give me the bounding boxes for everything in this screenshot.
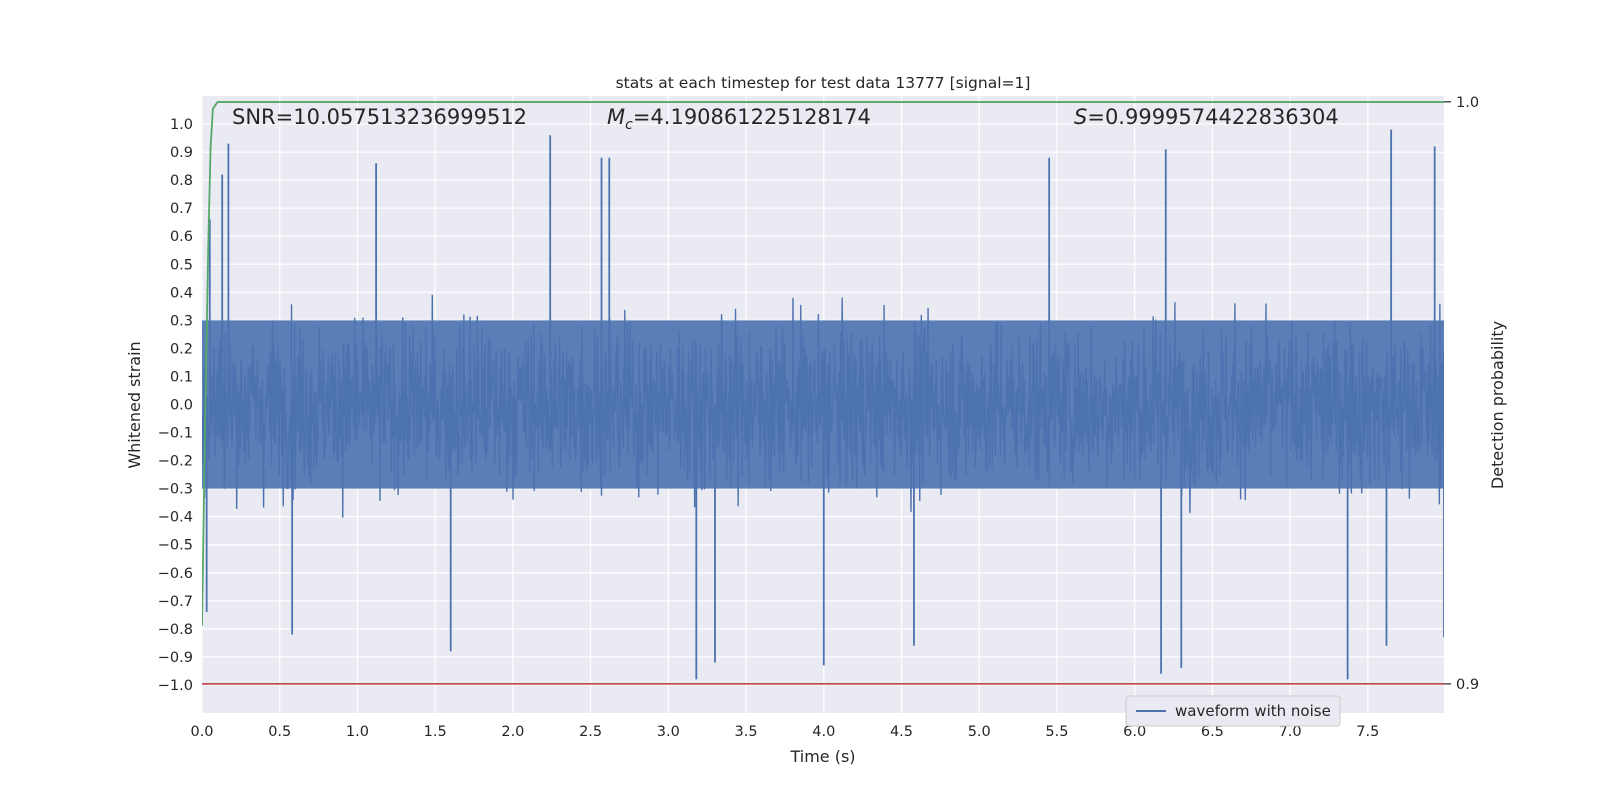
- legend: waveform with noise: [1125, 695, 1341, 727]
- y-tick-label: −0.2: [158, 454, 193, 470]
- y-tick-label: 0.7: [170, 201, 193, 217]
- x-tick-label: 0.5: [268, 724, 291, 740]
- x-axis-label: Time (s): [789, 747, 855, 766]
- y2-axis-ticks: 1.0 0.9: [1444, 95, 1479, 693]
- x-tick-label: 1.5: [424, 724, 447, 740]
- x-tick-label: 3.5: [735, 724, 758, 740]
- y-axis-ticks: 1.0 0.9 0.8 0.7 0.6 0.5 0.4 0.3 0.2 0.1 0.0 −0.1 −0.…: [158, 117, 193, 694]
- series-layer: [202, 101, 1444, 685]
- x-tick-label: 7.5: [1356, 724, 1379, 740]
- y2-axis-label: Detection probability: [1488, 321, 1507, 489]
- y-tick-label: −0.8: [158, 622, 193, 638]
- y-tick-label: 1.0: [170, 117, 193, 133]
- y-tick-label: −0.6: [158, 566, 193, 582]
- x-tick-label: 4.0: [812, 724, 835, 740]
- x-tick-label: 2.0: [501, 724, 524, 740]
- snr-annotation: SNR=10.057513236999512: [232, 105, 527, 129]
- legend-label-waveform: waveform with noise: [1175, 702, 1331, 720]
- y-tick-label: 0.8: [170, 173, 193, 189]
- y-tick-label: 0.0: [170, 398, 193, 414]
- y-tick-label: 0.2: [170, 341, 193, 357]
- y-axis-label: Whitened strain: [125, 341, 144, 468]
- x-tick-label: 7.0: [1279, 724, 1302, 740]
- chart-title: stats at each timestep for test data 137…: [616, 74, 1031, 92]
- score-annotation: S=0.9999574422836304: [1074, 105, 1339, 129]
- y-tick-label: −0.7: [158, 594, 193, 610]
- chirp-mass-annotation: Mc=4.190861225128174: [607, 105, 871, 133]
- y-tick-label: −0.3: [158, 482, 193, 498]
- y-tick-label: 0.3: [170, 313, 193, 329]
- y-tick-label: 0.5: [170, 257, 193, 273]
- x-tick-label: 3.0: [657, 724, 680, 740]
- y-tick-label: −0.1: [158, 426, 193, 442]
- x-tick-label: 6.0: [1123, 724, 1146, 740]
- y-tick-label: −0.9: [158, 650, 193, 666]
- x-tick-label: 5.0: [968, 724, 991, 740]
- y-tick-label: 0.6: [170, 229, 193, 245]
- y2-tick-label: 0.9: [1456, 677, 1479, 693]
- legend-box: [1125, 695, 1341, 727]
- y-tick-label: −0.5: [158, 538, 193, 554]
- y2-tick-label: 1.0: [1456, 95, 1479, 111]
- y-tick-label: 0.4: [170, 285, 193, 301]
- detection-probability-line: [202, 101, 1444, 626]
- y-tick-label: 0.1: [170, 369, 193, 385]
- x-tick-label: 6.5: [1201, 724, 1224, 740]
- y-tick-label: −0.4: [158, 510, 193, 526]
- x-tick-label: 5.5: [1045, 724, 1068, 740]
- x-tick-label: 4.5: [890, 724, 913, 740]
- x-tick-label: 1.0: [346, 724, 369, 740]
- x-tick-label: 0.0: [190, 724, 213, 740]
- y-tick-label: 0.9: [170, 145, 193, 161]
- x-tick-label: 2.5: [579, 724, 602, 740]
- y-tick-label: −1.0: [158, 678, 193, 694]
- x-axis-ticks: 0.0 0.5 1.0 1.5 2.0 2.5 3.0 3.5 4.0 4.5 5.0 5.5 6.0 6…: [190, 724, 1379, 740]
